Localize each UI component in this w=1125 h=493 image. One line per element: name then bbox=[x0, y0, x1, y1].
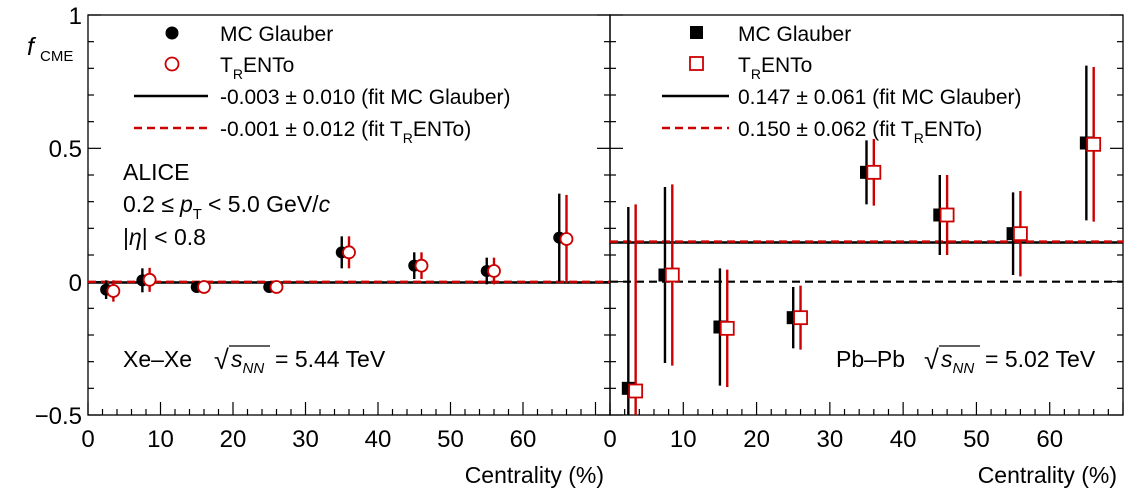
x-tick-label: 10 bbox=[147, 426, 174, 453]
left-s-label: sNN bbox=[231, 346, 264, 377]
pt-c: c bbox=[319, 191, 331, 217]
x-tick-label: 50 bbox=[437, 426, 464, 453]
alice-info: ALICE 0.2 ≤ pT < 5.0 GeV/c |η| < 0.8 bbox=[123, 159, 331, 250]
data-point bbox=[106, 284, 121, 298]
data-point bbox=[559, 232, 574, 246]
y-tick-label: −0.5 bbox=[35, 403, 82, 430]
legend-marker-trento bbox=[164, 56, 180, 72]
pt-var: p bbox=[179, 191, 193, 217]
x-axis-label-left: Centrality (%) bbox=[465, 462, 604, 488]
x-tick-label: 60 bbox=[1036, 426, 1063, 453]
alice-title: ALICE bbox=[123, 159, 189, 185]
data-point bbox=[793, 310, 808, 326]
legend-label-mc-glauber-right: MC Glauber bbox=[738, 23, 851, 46]
data-point bbox=[664, 267, 680, 283]
left-sqrt-symbol: √ bbox=[214, 345, 229, 375]
pt-prefix: 0.2 ≤ bbox=[123, 191, 174, 217]
data-point bbox=[414, 258, 429, 273]
x-tick-label: 0 bbox=[603, 426, 616, 453]
legend-label-trento-right-rest: ENTo bbox=[761, 54, 812, 77]
y-tick-label: 1 bbox=[69, 3, 82, 30]
left-system-label: Xe–Xe √ sNN = 5.44 TeV bbox=[123, 345, 386, 377]
alice-eta-range: |η| < 0.8 bbox=[123, 224, 206, 250]
right-energy: = 5.02 TeV bbox=[985, 346, 1096, 372]
eta-open: | bbox=[123, 224, 129, 250]
legend-label-fit-mc: -0.003 ± 0.010 (fit MC Glauber) bbox=[220, 86, 510, 109]
pt-sub: T bbox=[193, 206, 202, 223]
y-axis-label-sub: CME bbox=[40, 48, 73, 65]
right-sqrt-symbol: √ bbox=[924, 345, 939, 375]
data-point bbox=[719, 320, 735, 336]
data-point bbox=[1086, 136, 1102, 152]
eta-close: | < 0.8 bbox=[142, 224, 206, 250]
x-tick-label: 30 bbox=[292, 426, 319, 453]
data-point bbox=[487, 264, 501, 278]
data-point bbox=[197, 280, 211, 294]
legend-label-fit-trento-right-sub: R bbox=[914, 130, 924, 146]
legend-label-trento-sub: R bbox=[233, 66, 243, 82]
legend-label-fit-trento-right: 0.150 ± 0.062 (fit TRENTo) bbox=[738, 118, 982, 146]
data-point bbox=[142, 272, 157, 287]
alice-pt-range: 0.2 ≤ pT < 5.0 GeV/c bbox=[123, 191, 331, 223]
data-point bbox=[866, 164, 882, 180]
legend-label-trento: TRENTo bbox=[220, 54, 294, 82]
x-tick-label: 50 bbox=[963, 426, 990, 453]
right-axis-ticks: 0 10 20 30 40 50 60 bbox=[603, 14, 1124, 453]
legend-label-mc-glauber: MC Glauber bbox=[220, 23, 333, 46]
legend-label-fit-trento: -0.001 ± 0.012 (fit TRENTo) bbox=[220, 118, 471, 146]
x-tick-label: 10 bbox=[670, 426, 697, 453]
left-plot-area bbox=[88, 193, 610, 302]
left-system-name: Xe–Xe bbox=[123, 346, 192, 372]
y-tick-label: 0 bbox=[69, 270, 82, 297]
x-axis-label-right: Centrality (%) bbox=[978, 462, 1117, 488]
data-point bbox=[342, 245, 356, 260]
x-tick-label: 40 bbox=[890, 426, 917, 453]
data-point bbox=[939, 207, 955, 223]
legend-marker-mc-glauber-sq bbox=[690, 26, 703, 39]
x-tick-label: 60 bbox=[510, 426, 537, 453]
legend-label-trento-right-main: T bbox=[738, 54, 751, 77]
legend-label-fit-trento-post: ENTo) bbox=[413, 118, 471, 141]
x-tick-label: 40 bbox=[365, 426, 392, 453]
pt-suffix: < 5.0 GeV/ bbox=[208, 191, 319, 217]
left-energy: = 5.44 TeV bbox=[275, 346, 386, 372]
right-plot-area bbox=[610, 65, 1123, 415]
left-s-sub: NN bbox=[243, 360, 265, 377]
legend-label-fit-trento-pre: -0.001 ± 0.012 (fit T bbox=[220, 118, 403, 141]
legend-label-fit-mc-right: 0.147 ± 0.061 (fit MC Glauber) bbox=[738, 86, 1022, 109]
legend-label-fit-trento-right-pre: 0.150 ± 0.062 (fit T bbox=[738, 118, 914, 141]
x-tick-label: 0 bbox=[81, 426, 94, 453]
left-legend: MC Glauber TRENTo -0.003 ± 0.010 (fit MC… bbox=[134, 23, 510, 146]
data-point bbox=[628, 383, 644, 399]
right-s-label: sNN bbox=[941, 346, 974, 377]
x-tick-label: 30 bbox=[817, 426, 844, 453]
data-point bbox=[1013, 226, 1028, 242]
right-panel-frame bbox=[609, 14, 1124, 416]
legend-marker-trento-sq bbox=[689, 56, 704, 71]
legend-marker-mc-glauber bbox=[165, 26, 179, 40]
right-s-sub: NN bbox=[953, 360, 975, 377]
y-tick-label: 0.5 bbox=[49, 136, 82, 163]
data-point bbox=[269, 280, 284, 294]
legend-label-trento-right: TRENTo bbox=[738, 54, 812, 82]
legend-label-fit-trento-sub: R bbox=[403, 130, 413, 146]
x-tick-label: 20 bbox=[220, 426, 247, 453]
eta-var: η bbox=[129, 224, 142, 250]
y-axis-label: f bbox=[27, 33, 37, 61]
x-tick-label: 20 bbox=[743, 426, 770, 453]
legend-label-trento-main: T bbox=[220, 54, 233, 77]
right-legend: MC Glauber TRENTo 0.147 ± 0.061 (fit MC … bbox=[662, 23, 1022, 146]
legend-label-trento-right-sub: R bbox=[751, 66, 761, 82]
legend-label-trento-rest: ENTo bbox=[243, 54, 294, 77]
right-s-var: s bbox=[941, 346, 953, 372]
left-s-var: s bbox=[231, 346, 243, 372]
right-system-label: Pb–Pb √ sNN = 5.02 TeV bbox=[836, 345, 1096, 377]
legend-label-fit-trento-right-post: ENTo) bbox=[924, 118, 982, 141]
right-system-name: Pb–Pb bbox=[836, 346, 905, 372]
